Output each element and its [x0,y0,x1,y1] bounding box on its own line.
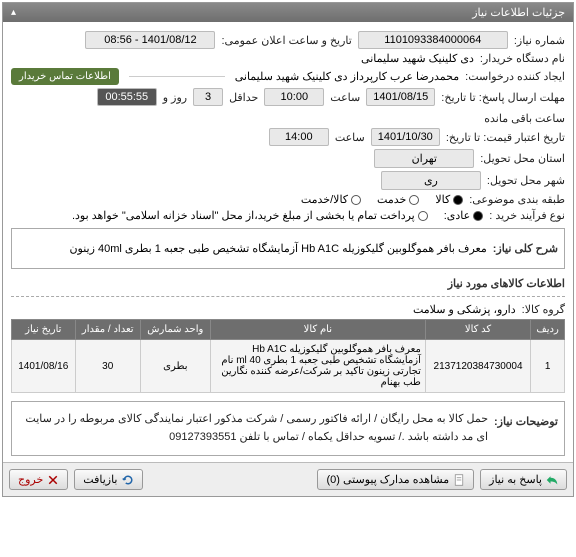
panel-title: جزئیات اطلاعات نیاز [472,6,565,19]
need-no-value: 1101093384000064 [358,31,508,49]
table-head: ردیف کد کالا نام کالا واحد شمارش تعداد /… [12,320,565,340]
close-icon [47,474,59,486]
cell-row: 1 [531,340,565,393]
recycle-button[interactable]: بازیافت [74,469,142,490]
attachments-label: مشاهده مدارک پیوستی (0) [326,473,449,486]
radio-dot-icon [351,195,361,205]
radio-dot-icon [453,195,463,205]
table-row[interactable]: 1 2137120384730004 معرف بافر هموگلوبین گ… [12,340,565,393]
radio-normal[interactable]: عادی: [444,209,483,222]
city-label: شهر محل تحویل: [487,174,565,187]
contact-info-bar[interactable]: اطلاعات تماس خریدار [11,68,119,85]
deadline-date: 1401/08/15 [366,88,435,106]
col-code[interactable]: کد کالا [425,320,530,340]
announce-value: 1401/08/12 - 08:56 [85,31,215,49]
recycle-label: بازیافت [83,473,117,486]
announce-label: تاریخ و ساعت اعلان عمومی: [221,34,351,47]
cell-unit: بطری [140,340,210,393]
valid-time: 14:00 [269,128,329,146]
group-value: دارو، پزشکی و سلامت [413,303,516,316]
need-title-value: معرف بافر هموگلوبین گلیکوزیله Hb A1C آزم… [69,242,486,255]
reply-icon [546,474,558,486]
deadline-label: مهلت ارسال پاسخ: تا تاریخ: [441,91,565,104]
items-table: ردیف کد کالا نام کالا واحد شمارش تعداد /… [11,319,565,393]
deadline-time: 10:00 [264,88,324,106]
radio-good[interactable]: کالا [435,193,463,206]
min-value: 3 [193,88,223,106]
respond-label: پاسخ به نیاز [489,473,542,486]
desc-label: توضیحات نیاز: [494,415,558,428]
panel-body: شماره نیاز: 1101093384000064 تاریخ و ساع… [3,22,573,462]
radio-dot-icon [418,211,428,221]
need-no-label: شماره نیاز: [514,34,565,47]
chevron-up-icon[interactable]: ▴ [11,7,16,18]
col-name[interactable]: نام کالا [210,320,425,340]
province-value: تهران [374,149,474,168]
category-label: طبقه بندی موضوعی: [469,193,565,206]
creator-value: محمدرضا عرب کارپرداز دی کلینیک شهید سلیم… [235,70,459,83]
radio-service[interactable]: خدمت [377,193,419,206]
dashed-divider [11,296,565,297]
need-title-box: شرح کلی نیاز: معرف بافر هموگلوبین گلیکوز… [11,228,565,269]
time-label-1: ساعت [330,91,360,104]
cell-qty: 30 [75,340,140,393]
remain-label: ساعت باقی مانده [484,112,565,125]
province-label: استان محل تحویل: [480,152,565,165]
need-title-label: شرح کلی نیاز: [493,242,558,255]
city-value: ری [381,171,481,190]
document-icon [453,474,465,486]
exit-button[interactable]: خروج [9,469,68,490]
cell-name: معرف بافر هموگلوبین گلیکوزیله Hb A1C آزم… [210,340,425,393]
footer-bar: پاسخ به نیاز مشاهده مدارک پیوستی (0) باز… [3,462,573,496]
time-label-2: ساعت [335,131,365,144]
cell-code: 2137120384730004 [425,340,530,393]
and-label: روز و [163,91,187,104]
col-qty[interactable]: تعداد / مقدار [75,320,140,340]
col-unit[interactable]: واحد شمارش [140,320,210,340]
description-box: توضیحات نیاز: حمل کالا به محل رایگان / ا… [11,401,565,456]
min-label: حداقل [229,91,258,104]
panel-header[interactable]: جزئیات اطلاعات نیاز ▴ [3,3,573,22]
divider [129,76,225,77]
buytype-label: نوع فرآیند خرید : [489,209,565,222]
exit-label: خروج [18,473,43,486]
remain-time: 00:55:55 [97,88,157,106]
valid-label: تاریخ اعتبار قیمت: تا تاریخ: [446,131,565,144]
col-row[interactable]: ردیف [531,320,565,340]
radio-dot-icon [473,211,483,221]
creator-label: ایجاد کننده درخواست: [465,70,565,83]
recycle-icon [122,474,134,486]
buyer-label: نام دستگاه خریدار: [480,52,565,65]
col-date[interactable]: تاریخ نیاز [12,320,76,340]
radio-goodservice[interactable]: کالا/خدمت [301,193,361,206]
respond-button[interactable]: پاسخ به نیاز [480,469,567,490]
desc-value: حمل کالا به محل رایگان / ارائه فاکتور رس… [18,411,488,446]
valid-date: 1401/10/30 [371,128,440,146]
items-header: اطلاعات کالاهای مورد نیاز [11,277,565,290]
radio-treasury[interactable]: پرداخت تمام یا بخشی از مبلغ خرید،از محل … [72,209,428,222]
radio-dot-icon [409,195,419,205]
buyer-value: دی کلینیک شهید سلیمانی [361,52,474,65]
group-label: گروه کالا: [522,303,565,316]
cell-date: 1401/08/16 [12,340,76,393]
main-panel: جزئیات اطلاعات نیاز ▴ شماره نیاز: 110109… [2,2,574,497]
attachments-button[interactable]: مشاهده مدارک پیوستی (0) [317,469,474,490]
